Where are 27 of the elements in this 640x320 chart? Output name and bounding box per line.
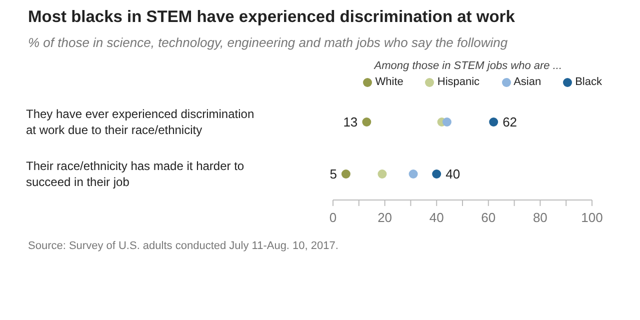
- data-label: 40: [446, 166, 460, 182]
- point: [432, 170, 442, 178]
- x-tick-label: 0: [329, 210, 337, 225]
- legend-label: White: [374, 76, 404, 88]
- y-tick-label: They have ever experienced discrimination at work due to their race/ethnicity: [26, 107, 254, 137]
- x-tick-label: 100: [581, 210, 603, 225]
- point: [362, 118, 372, 126]
- x-tick-label: 20: [378, 210, 392, 225]
- source-note: Source: Survey of U.S. adults conducted July 11-Aug. 10, 2017.: [28, 240, 340, 252]
- legend-label: Black: [574, 76, 602, 88]
- point: [341, 170, 350, 178]
- point: [408, 170, 418, 178]
- x-tick-label: 60: [481, 210, 496, 225]
- x-tick-label: 80: [532, 210, 548, 225]
- x-tick-label: 40: [429, 210, 444, 225]
- legend-title: Among those in STEM jobs who are ...: [374, 60, 562, 72]
- chart-subtitle: % of those in science, technology, engineering and math jobs who say the following: [28, 35, 509, 50]
- legend-label: Hispanic: [436, 76, 480, 88]
- chart-title: Most blacks in STEM have experienced discrimination at work: [28, 8, 516, 27]
- data-label: 5: [330, 166, 337, 182]
- point: [442, 118, 452, 126]
- data-label: 13: [343, 114, 358, 130]
- legend-label: Asian: [512, 76, 542, 88]
- data-label: 62: [502, 114, 518, 130]
- point: [378, 170, 387, 178]
- point: [489, 118, 498, 126]
- y-tick-label: Their race/ethnicity has made it harder to succeed in their job: [26, 159, 244, 189]
